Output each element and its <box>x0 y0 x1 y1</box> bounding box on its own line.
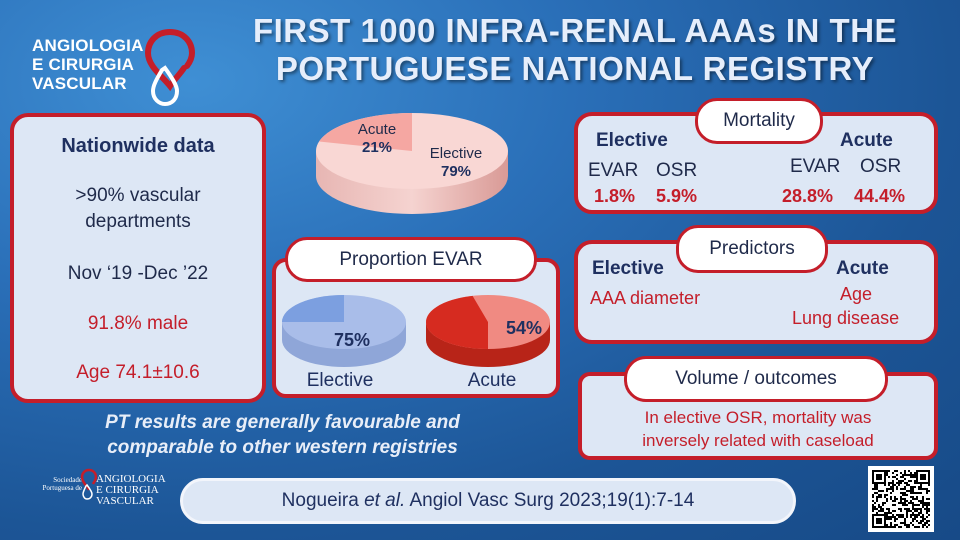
conclusion-text: PT results are generally favourable and … <box>10 410 555 460</box>
admission-type-pie-chart: Acute 21% Elective 79% <box>316 113 508 214</box>
citation-journal: Angiol Vasc Surg 2023;19(1):7-14 <box>405 490 695 511</box>
pie-slice-acute <box>319 113 412 151</box>
society-line-2: E CIRURGIA <box>96 484 159 496</box>
departments-line-2: departments <box>85 211 191 232</box>
mortality-elective-osr-label: OSR <box>656 160 698 181</box>
acute-evar-value: 54% <box>506 318 542 338</box>
droplet-pin-icon <box>144 29 196 107</box>
mean-age: Age 74.1±10.6 <box>76 362 200 383</box>
qr-code-icon[interactable] <box>868 466 934 532</box>
elective-evar-value: 75% <box>334 330 370 350</box>
page-title: FIRST 1000 INFRA-RENAL AAAs IN THE PORTU… <box>205 12 945 88</box>
conclusion-line-1: PT results are generally favourable and <box>105 412 460 433</box>
mortality-acute-osr-label: OSR <box>860 156 902 177</box>
logo-line-3: VASCULAR <box>32 74 127 93</box>
predictors-acute-label: Acute <box>836 258 889 279</box>
logo-line-2: E CIRURGIA <box>32 55 135 74</box>
qr-code-pattern <box>872 470 930 528</box>
nationwide-data-card: Nationwide data >90% vascular department… <box>10 113 266 403</box>
elective-pie-label: Elective <box>307 370 374 391</box>
male-percentage: 91.8% male <box>87 313 189 334</box>
predictors-elective-label: Elective <box>592 258 664 279</box>
study-period: Nov ‘19 -Dec ’22 <box>67 263 209 284</box>
evar-pies: 75% Elective 54% Acute <box>282 295 550 391</box>
acute-pie-label: Acute <box>468 370 517 391</box>
acute-pie-osr-slice <box>425 295 488 349</box>
mortality-elective-evar-label: EVAR <box>588 160 639 181</box>
title-line-2: PORTUGUESE NATIONAL REGISTRY <box>275 50 875 87</box>
citation-authors: Nogueira <box>281 490 365 511</box>
acute-slice-label: Acute <box>358 121 396 138</box>
society-small-1: Sociedade <box>53 476 82 484</box>
citation-link[interactable]: Nogueira et al. Angiol Vasc Surg 2023;19… <box>180 478 796 524</box>
society-line-3: VASCULAR <box>96 495 154 507</box>
mortality-elective-osr-value: 5.9% <box>656 186 698 206</box>
conclusion-line-2: comparable to other western registries <box>107 437 458 458</box>
mortality-title: Mortality <box>695 98 823 144</box>
mortality-acute-label: Acute <box>840 130 893 151</box>
mortality-acute-evar-value: 28.8% <box>782 186 834 206</box>
predictor-age: Age <box>840 284 873 304</box>
volume-line-2: inversely related with caseload <box>642 431 874 450</box>
mortality-acute-osr-value: 44.4% <box>854 186 906 206</box>
elective-slice-label: Elective <box>430 145 483 162</box>
society-small-2: Portuguesa de <box>42 484 82 492</box>
nationwide-heading: Nationwide data <box>61 135 215 157</box>
society-line-1: ANGIOLOGIA <box>96 473 166 485</box>
citation-etal: et al. <box>364 490 406 511</box>
predictor-aaa-diameter: AAA diameter <box>590 288 701 308</box>
elective-pie-osr-slice <box>282 295 344 322</box>
acute-slice-value: 21% <box>362 139 392 156</box>
mortality-elective-evar-value: 1.8% <box>594 186 636 206</box>
mortality-acute-evar-label: EVAR <box>790 156 841 177</box>
departments-line-1: >90% vascular <box>75 185 201 206</box>
title-line-1: FIRST 1000 INFRA-RENAL AAAs IN THE <box>252 12 898 49</box>
proportion-evar-card: 75% Elective 54% Acute <box>272 258 560 398</box>
volume-outcomes-title: Volume / outcomes <box>624 356 888 402</box>
elective-slice-value: 79% <box>441 163 471 180</box>
volume-line-1: In elective OSR, mortality was <box>644 408 872 427</box>
society-droplet-icon <box>80 468 98 500</box>
mortality-elective-label: Elective <box>596 130 668 151</box>
brand-logo-text: ANGIOLOGIA E CIRURGIA VASCULAR <box>32 36 144 93</box>
predictor-lung-disease: Lung disease <box>792 308 900 328</box>
proportion-evar-title: Proportion EVAR <box>285 237 537 282</box>
logo-line-1: ANGIOLOGIA <box>32 36 144 55</box>
predictors-title: Predictors <box>676 225 828 273</box>
